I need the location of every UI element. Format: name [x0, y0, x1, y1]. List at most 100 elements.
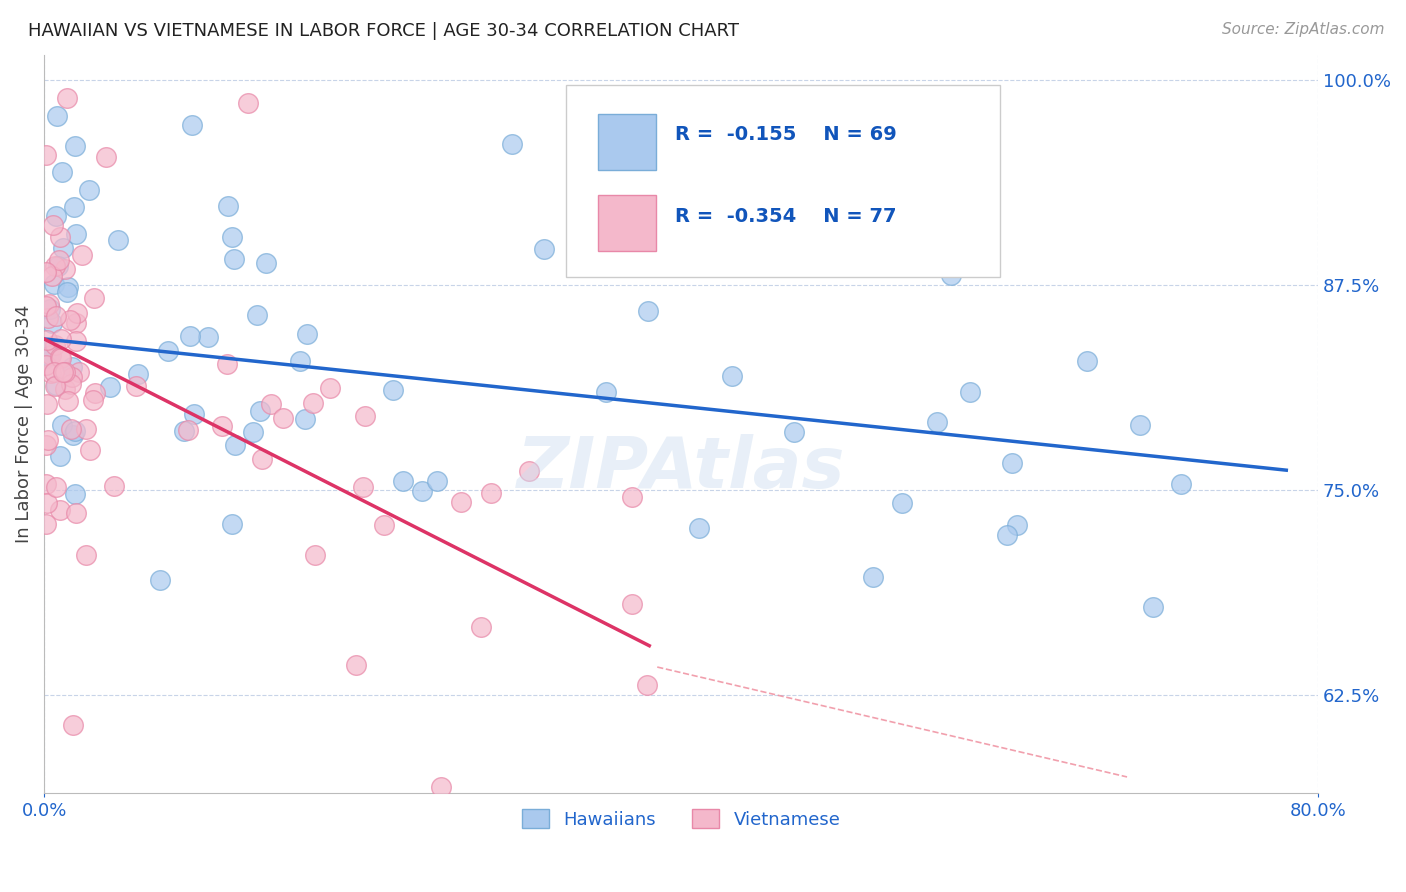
Point [82, 393, 104, 408]
Point [53, 365, 76, 379]
Point [246, 308, 269, 322]
Point [925, 415, 948, 429]
Point [56, 91, 79, 105]
Text: R =  -0.155    N = 69: R = -0.155 N = 69 [675, 126, 897, 145]
Point [55, 285, 77, 300]
Point [621, 490, 644, 504]
Point [49, 449, 72, 463]
Point [56, 280, 79, 294]
Point [46, 259, 69, 273]
Point [65, 316, 87, 330]
Point [79, 442, 101, 457]
Point [1129, 417, 1152, 432]
Point [959, 384, 981, 399]
Point [35, 147, 58, 161]
Point [197, 330, 219, 344]
Point [217, 199, 239, 213]
Point [52, 365, 75, 379]
Point [426, 474, 449, 488]
Point [49, 230, 72, 244]
Point [67, 365, 90, 379]
Point [260, 397, 283, 411]
Point [319, 381, 342, 395]
Point [39, 366, 62, 380]
Point [501, 136, 523, 151]
Point [35, 477, 58, 491]
Point [44, 259, 66, 273]
Point [62, 428, 84, 442]
Point [688, 521, 710, 535]
Point [49, 351, 72, 366]
Point [1170, 477, 1192, 491]
Point [66, 306, 89, 320]
Point [517, 464, 540, 478]
Point [224, 438, 246, 452]
Point [382, 383, 405, 397]
Point [63, 200, 86, 214]
Point [533, 242, 555, 256]
Point [42, 218, 65, 232]
Point [70, 248, 93, 262]
Point [53, 261, 76, 276]
Point [249, 404, 271, 418]
Point [103, 479, 125, 493]
Point [891, 495, 914, 509]
Point [250, 451, 273, 466]
Point [53, 382, 76, 396]
Legend: Hawaiians, Vietnamese: Hawaiians, Vietnamese [515, 802, 848, 836]
FancyBboxPatch shape [599, 195, 655, 251]
Point [179, 329, 201, 343]
Point [59, 376, 82, 391]
Point [49, 333, 72, 347]
Point [304, 548, 326, 562]
Point [173, 424, 195, 438]
Point [38, 297, 60, 311]
Point [46, 109, 69, 123]
Point [1142, 600, 1164, 615]
Point [65, 334, 87, 348]
Point [41, 269, 63, 284]
Point [156, 344, 179, 359]
Point [411, 483, 433, 498]
Point [96, 150, 118, 164]
Point [35, 264, 58, 278]
Point [128, 367, 150, 381]
Point [41, 316, 63, 330]
Point [45, 310, 67, 324]
Point [59, 313, 82, 327]
Point [38, 349, 60, 363]
Point [35, 351, 58, 366]
Point [1076, 354, 1098, 368]
Point [353, 409, 375, 423]
Point [49, 503, 72, 517]
FancyBboxPatch shape [599, 114, 655, 169]
Point [60, 369, 83, 384]
Point [301, 395, 323, 409]
Text: Source: ZipAtlas.com: Source: ZipAtlas.com [1222, 22, 1385, 37]
Point [51, 165, 73, 179]
Point [45, 209, 67, 223]
Point [49, 350, 72, 364]
Text: HAWAIIAN VS VIETNAMESE IN LABOR FORCE | AGE 30-34 CORRELATION CHART: HAWAIIAN VS VIETNAMESE IN LABOR FORCE | … [28, 22, 740, 40]
Point [181, 119, 204, 133]
Point [941, 268, 963, 283]
Point [125, 379, 148, 393]
Text: R =  -0.354    N = 77: R = -0.354 N = 77 [675, 207, 896, 226]
Point [1001, 456, 1024, 470]
Point [862, 570, 884, 584]
Point [48, 253, 70, 268]
Point [63, 487, 86, 501]
Point [37, 311, 59, 326]
Point [621, 597, 644, 611]
Point [450, 495, 472, 509]
Point [35, 516, 58, 531]
Point [84, 386, 107, 401]
Point [45, 480, 67, 494]
Text: ZIPAtlas: ZIPAtlas [517, 434, 845, 503]
Point [65, 506, 87, 520]
Point [35, 438, 58, 452]
Point [58, 394, 80, 409]
Point [62, 717, 84, 731]
Point [148, 573, 170, 587]
Point [44, 379, 66, 393]
